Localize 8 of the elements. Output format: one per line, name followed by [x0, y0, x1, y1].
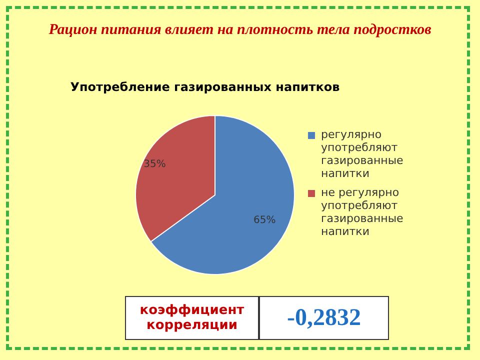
- chart-title: Рацион питания влияет на плотность тела подростков: [48, 22, 432, 39]
- data-label: 35%: [144, 158, 166, 170]
- data-label: 65%: [253, 214, 276, 226]
- text: коэффициент корреляции: [126, 297, 260, 339]
- chart-subtitle: Употребление газированных напитков: [69, 80, 341, 94]
- text: -0,2832: [286, 304, 362, 332]
- legend-label: регулярно употребляют газированные напитки: [321, 128, 404, 180]
- legend-label: не регулярно употребляют газированные напитки: [321, 186, 404, 238]
